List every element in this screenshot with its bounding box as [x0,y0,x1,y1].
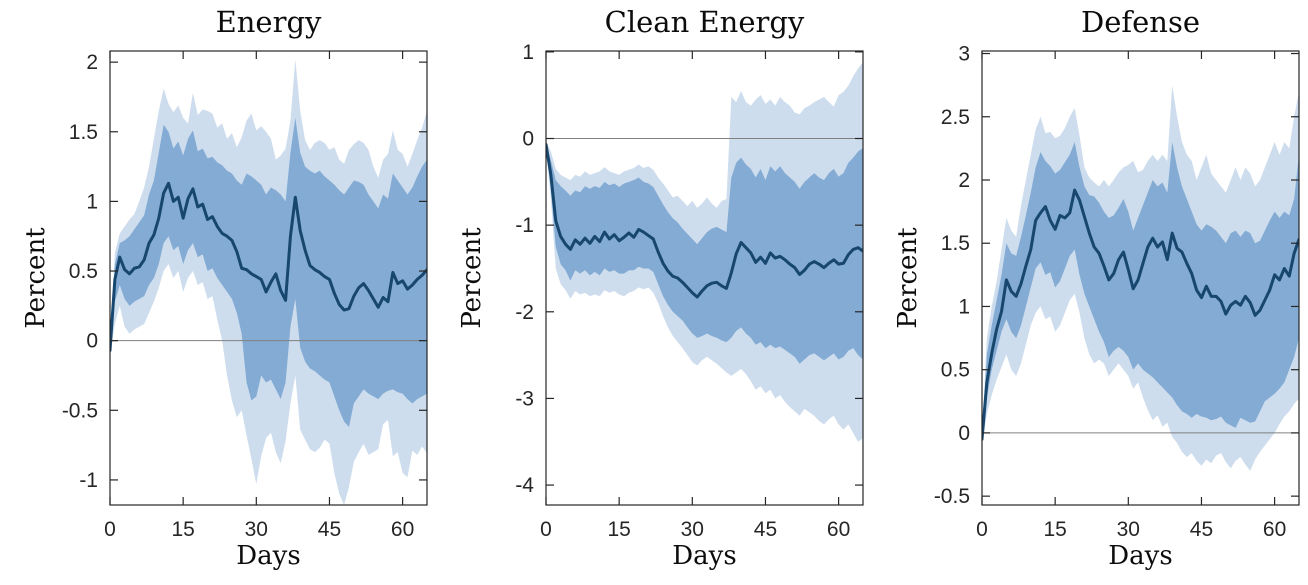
subplot-defense: 0 15 30 45 60 -0.5 0 0.5 1 1.5 2 2.5 3 Defense Perce… [872,0,1308,585]
y-tick-label: -2 [515,301,534,324]
x-tick-label: 45 [754,518,777,541]
axes-frame [545,50,864,506]
y-tick-label: 2.5 [941,106,970,129]
defense-plot-svg: 0 15 30 45 60 -0.5 0 0.5 1 1.5 2 2.5 3 [934,43,1300,541]
median-line [110,181,427,352]
x-axis-label-energy: Days [236,541,301,571]
y-tick-label: 2 [86,51,98,74]
x-tick-label: 60 [827,518,850,541]
y-tick-label: 0.5 [941,359,970,382]
x-axis-label-clean-energy: Days [672,541,737,571]
x-tick-label: 0 [104,518,116,541]
bands-group [982,85,1299,471]
y-tick-label: -1 [79,469,98,492]
median-group [982,188,1299,441]
median-line [546,143,863,299]
x-axis-label-defense: Days [1108,541,1173,571]
y-tick-label: 0.5 [69,260,98,283]
y-tick-label: 2 [958,169,970,192]
energy-plot-svg: 0 15 30 45 60 -1 -0.5 0 0.5 1 1.5 2 [62,50,428,541]
y-axis-label-energy: Percent [21,227,51,329]
y-tick-label: -1 [515,214,534,237]
y-tick-label: -0.5 [934,485,970,508]
x-tick-label: 0 [540,518,552,541]
x-tick-label: 15 [171,518,194,541]
y-tick-label: 1 [958,295,970,318]
x-tick-label: 45 [1190,518,1213,541]
y-tick-label: 0 [86,330,98,353]
bands-group [110,59,427,505]
y-axis-label-defense: Percent [893,227,923,329]
chart-title-energy: Energy [215,5,322,39]
axes-frame [109,50,428,506]
y-tick-label: 1.5 [941,232,970,255]
x-tick-label: 60 [391,518,414,541]
y-tick-label: 0 [958,422,970,445]
x-tick-label: 30 [681,518,704,541]
axes-frame [981,50,1300,506]
y-tick-label: 1 [522,41,534,64]
chart-title-defense: Defense [1080,5,1201,39]
y-tick-label: -3 [515,387,534,410]
x-tick-label: 0 [976,518,988,541]
y-tick-label: -0.5 [62,399,98,422]
x-tick-label: 45 [318,518,341,541]
y-axis-label-clean-energy: Percent [457,227,487,329]
median-group [546,143,863,299]
clean-energy-plot-svg: 0 15 30 45 60 -4 -3 -2 -1 0 1 [515,41,864,541]
x-tick-label: 30 [245,518,268,541]
y-tick-label: -4 [515,474,534,497]
bands-group [546,62,863,442]
x-tick-label: 30 [1117,518,1140,541]
x-tick-label: 15 [607,518,630,541]
x-tick-label: 60 [1263,518,1286,541]
y-tick-label: 1.5 [69,121,98,144]
chart-title-clean-energy: Clean Energy [604,5,805,39]
y-tick-label: 0 [522,128,534,151]
y-tick-label: 3 [958,43,970,66]
inner-credible-band [546,142,863,364]
subplot-clean-energy: 0 15 30 45 60 -4 -3 -2 -1 0 1 Clean Energy Percent… [436,0,872,585]
x-tick-label: 15 [1043,518,1066,541]
y-tick-label: 1 [86,190,98,213]
median-line [982,188,1299,441]
median-group [110,181,427,352]
subplot-energy: 0 15 30 45 60 -1 -0.5 0 0.5 1 1.5 2 Energy Percent … [0,0,436,585]
